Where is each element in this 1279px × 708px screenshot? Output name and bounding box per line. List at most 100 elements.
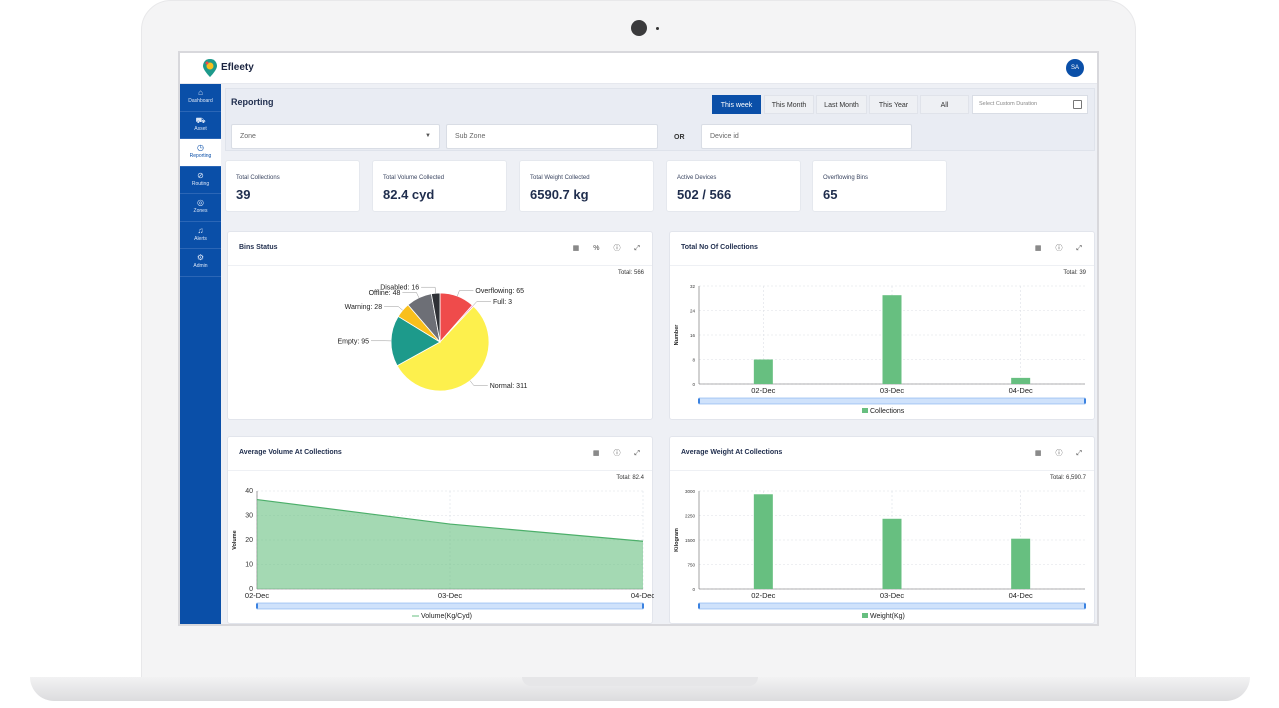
- x-tick-label: 03-Dec: [438, 591, 462, 600]
- sidebar-item-label: Admin: [193, 263, 208, 269]
- x-tick-label: 04-Dec: [631, 591, 654, 600]
- sidebar-item-label: Dashboard: [188, 98, 213, 104]
- sidebar-item-reporting[interactable]: ◷ Reporting: [180, 139, 221, 167]
- filter-panel: Reporting This week This Month Last Mont…: [225, 88, 1095, 151]
- brand-name: Efleety: [221, 62, 254, 73]
- sidebar-item-zones[interactable]: ◎ Zones: [180, 194, 221, 222]
- chart-total: Total: 6,590.7: [1049, 475, 1086, 481]
- device-id-placeholder: Device id: [710, 133, 739, 140]
- subzone-placeholder: Sub Zone: [455, 133, 486, 140]
- sidebar-item-label: Zones: [193, 208, 208, 214]
- pie-leader-line: [472, 301, 492, 306]
- bar-02-Dec: [753, 359, 773, 384]
- y-tick-label: 16: [690, 333, 696, 338]
- sidebar-item-admin[interactable]: ⚙ Admin: [180, 249, 221, 277]
- or-label: OR: [674, 134, 685, 141]
- avatar[interactable]: SA: [1066, 59, 1084, 77]
- y-tick-label: 1500: [685, 538, 696, 543]
- table-icon[interactable]: ▦: [1034, 450, 1042, 457]
- calendar-icon: [1073, 100, 1082, 109]
- custom-duration-placeholder: Select Custom Duration: [979, 101, 1038, 107]
- sidebar-item-routing[interactable]: ⊘ Routing: [180, 167, 221, 194]
- stat-card-total-volume: Total Volume Collected 82.4 cyd: [372, 160, 507, 212]
- y-tick-label: 8: [692, 358, 695, 363]
- percent-toggle[interactable]: %: [593, 245, 600, 252]
- device-id-input[interactable]: Device id: [701, 124, 912, 149]
- bell-icon: ♫: [197, 225, 204, 235]
- slider-handle-right: [1084, 398, 1086, 404]
- top-bar: Efleety SA: [180, 53, 1097, 84]
- sidebar-item-label: Alerts: [194, 235, 207, 242]
- stat-value: 39: [236, 187, 251, 202]
- legend-swatch: [862, 613, 868, 618]
- camera-light: [656, 27, 659, 30]
- y-axis-label: Number: [674, 324, 680, 346]
- info-icon[interactable]: ⓘ: [1055, 450, 1063, 457]
- expand-icon[interactable]: ⤢: [1076, 450, 1082, 457]
- stat-value: 6590.7 kg: [530, 187, 589, 202]
- bar-03-Dec: [882, 295, 902, 384]
- card-title: Bins Status: [239, 244, 278, 251]
- weight-card: Average Weight At Collections ▦ ⓘ ⤢ Tota…: [669, 436, 1095, 624]
- pie-slice-normal: [396, 305, 490, 392]
- range-last-month-button[interactable]: Last Month: [816, 95, 867, 114]
- info-icon[interactable]: ⓘ: [1055, 245, 1063, 252]
- sidebar-item-asset[interactable]: ⛟ Asset: [180, 112, 221, 139]
- table-icon[interactable]: ▦: [572, 245, 580, 252]
- bar-04-Dec: [1011, 377, 1031, 384]
- range-all-button[interactable]: All: [920, 95, 969, 114]
- laptop-notch: [522, 677, 758, 686]
- y-tick-label: 0: [249, 586, 253, 593]
- subzone-input[interactable]: Sub Zone: [446, 124, 658, 149]
- stat-label: Total Collections: [236, 175, 280, 181]
- bar-04-Dec: [1011, 538, 1031, 589]
- y-tick-label: 3000: [685, 489, 696, 494]
- slider-handle-right: [642, 603, 644, 609]
- x-tick-label: 03-Dec: [880, 591, 904, 600]
- expand-icon[interactable]: ⤢: [1076, 245, 1082, 252]
- info-icon[interactable]: ⓘ: [613, 450, 621, 457]
- stat-value: 65: [823, 187, 838, 202]
- pie-label: Overflowing: 65: [475, 288, 524, 295]
- bins-status-card: Bins Status ▦ % ⓘ ⤢ Total: 566 Overflowi…: [227, 231, 653, 420]
- stat-value: 502 / 566: [677, 187, 732, 202]
- range-this-week-button[interactable]: This week: [712, 95, 761, 114]
- collections-bar-chart: 0 8 16 24 32 02-Dec 03-Dec 04-Dec Number Collecti…: [674, 284, 1086, 415]
- sidebar-item-dashboard[interactable]: ⌂ Dashboard: [180, 84, 221, 112]
- expand-icon[interactable]: ⤢: [634, 245, 640, 252]
- custom-duration-input[interactable]: Select Custom Duration: [972, 95, 1088, 114]
- pie-chart: Overflowing: 65 Full: 3 Normal: 311 Empty: …: [337, 285, 527, 392]
- pie-leader-line: [457, 290, 474, 297]
- app-screen: Efleety SA ⌂ Dashboard ⛟ Asset ◷ Reporting ⊘ Ro…: [178, 51, 1099, 626]
- zone-select[interactable]: Zone ▼: [231, 124, 440, 149]
- volume-card: Average Volume At Collections ▦ ⓘ ⤢ Tota…: [227, 436, 654, 624]
- zoom-slider: [698, 602, 1086, 610]
- card-header: Bins Status ▦ % ⓘ ⤢: [228, 232, 652, 266]
- y-tick-label: 2250: [685, 514, 696, 519]
- legend-label: Weight(Kg): [870, 613, 905, 620]
- y-tick-label: 20: [245, 537, 253, 544]
- range-this-month-button[interactable]: This Month: [764, 95, 814, 114]
- slider-handle-left: [698, 603, 700, 609]
- stat-card-overflowing-bins: Overflowing Bins 65: [812, 160, 947, 212]
- table-icon[interactable]: ▦: [592, 450, 600, 457]
- info-icon[interactable]: ⓘ: [613, 245, 621, 252]
- x-tick-label: 02-Dec: [751, 386, 775, 395]
- chevron-down-icon: ▼: [425, 133, 431, 139]
- pie-label: Offline: 48: [369, 290, 401, 297]
- card-tools: ▦ % ⓘ ⤢: [561, 243, 640, 253]
- card-tools: ▦ ⓘ ⤢: [581, 448, 640, 458]
- zone-placeholder: Zone: [240, 133, 256, 140]
- expand-icon[interactable]: ⤢: [634, 450, 640, 457]
- sidebar-item-alerts[interactable]: ♫ Alerts: [180, 222, 221, 249]
- range-this-year-button[interactable]: This Year: [869, 95, 918, 114]
- main-content: Reporting This week This Month Last Mont…: [225, 88, 1097, 624]
- y-tick-label: 40: [245, 488, 253, 495]
- sidebar: ⌂ Dashboard ⛟ Asset ◷ Reporting ⊘ Routing ◎ Zones…: [180, 84, 221, 624]
- x-tick-label: 02-Dec: [245, 591, 269, 600]
- home-icon: ⌂: [198, 88, 203, 97]
- card-header: Total No Of Collections ▦ ⓘ ⤢: [670, 232, 1094, 266]
- chart-total: Total: 39: [1063, 270, 1086, 276]
- card-title: Average Weight At Collections: [681, 449, 783, 456]
- table-icon[interactable]: ▦: [1034, 245, 1042, 252]
